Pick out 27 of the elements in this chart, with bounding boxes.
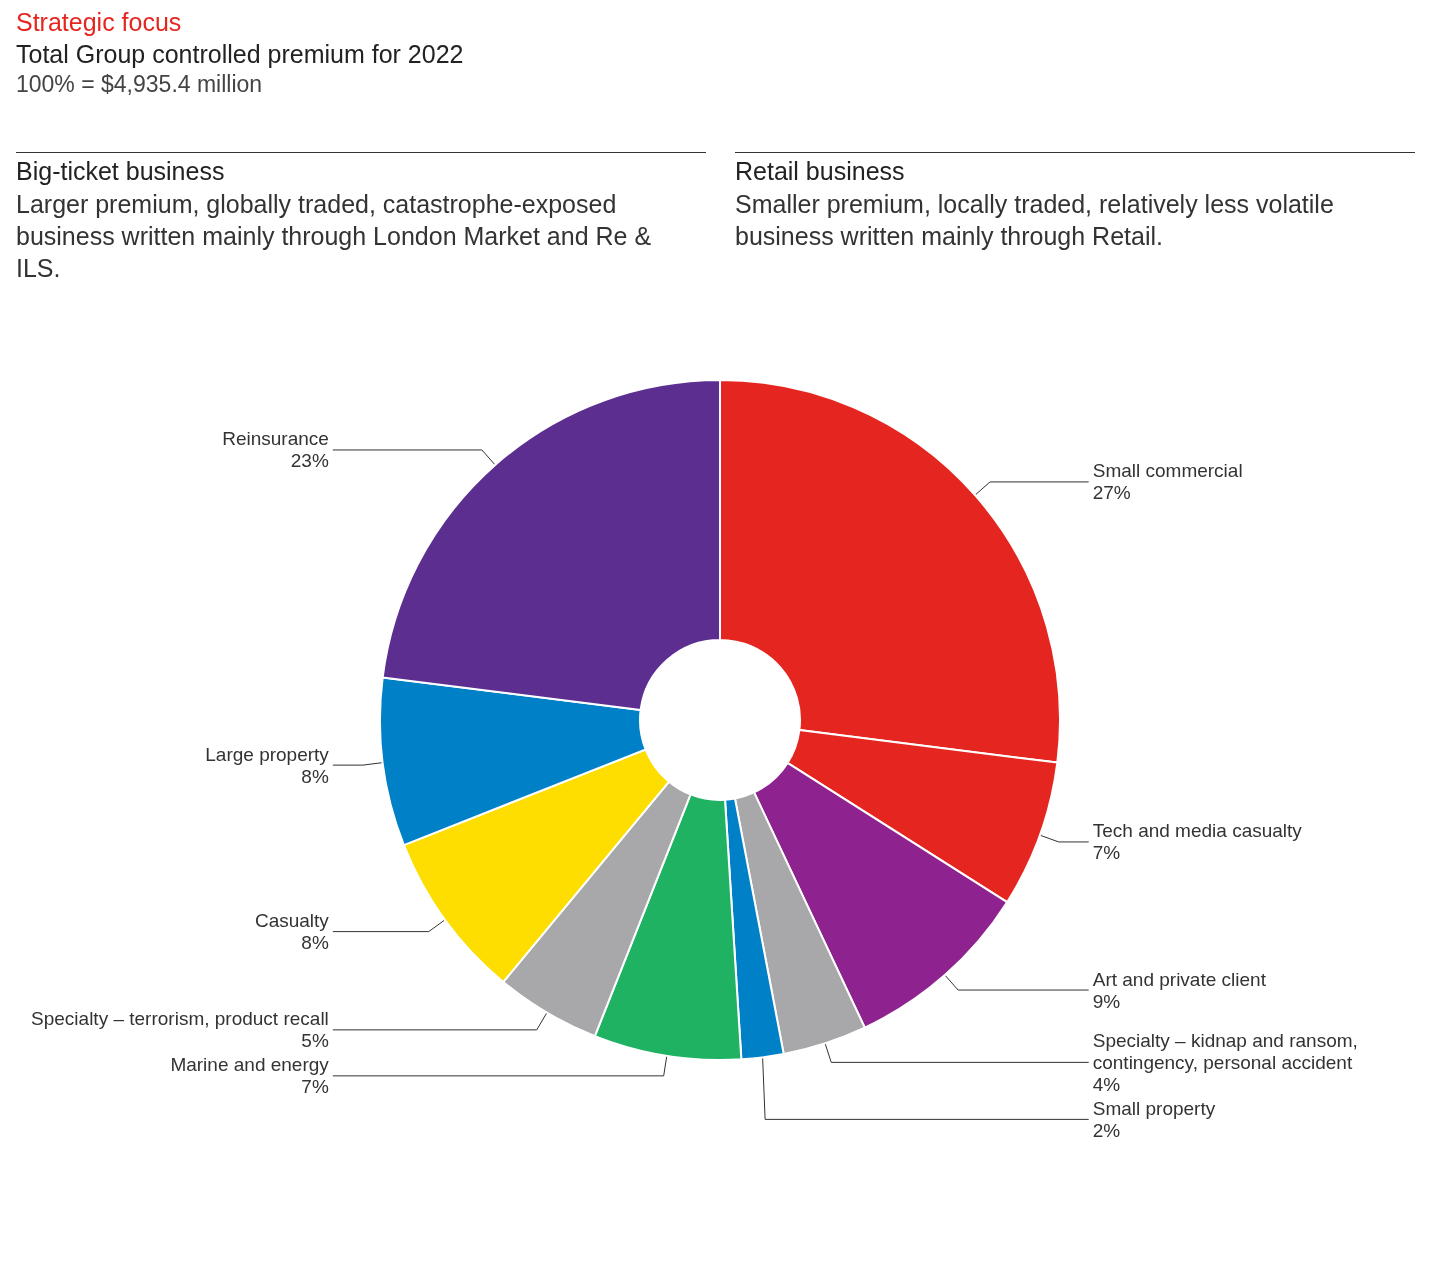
data-label: 27% (1092, 482, 1131, 504)
data-label: 9% (1092, 990, 1121, 1012)
data-label: 7% (1092, 842, 1121, 864)
slice-label: Specialty – terrorism, product recall (31, 1008, 329, 1030)
text: Larger premium, globally traded, catastrophe-exposed business written mainly through London Market and Re & ILS. (16, 189, 653, 284)
slice-label: Large property (205, 743, 330, 765)
slice-label: Specialty – kidnap and ransom, contingency, personal accident (1092, 1029, 1364, 1073)
data-label: 7% (301, 1076, 329, 1098)
slice-label: Tech and media casualty (1092, 820, 1303, 842)
text: Smaller premium, locally traded, relatively less volatile business written mainly through Retail. (735, 189, 1335, 252)
data-label: 23% (290, 450, 329, 472)
text: Big-ticket business (16, 152, 706, 186)
data-label: 8% (301, 932, 329, 954)
data-label: 8% (301, 765, 329, 787)
text: 100% = $4,935.4 million (16, 71, 263, 98)
slice-label: Art and private client (1092, 968, 1267, 990)
slice-label: Small property (1092, 1097, 1216, 1119)
data-label: 2% (1092, 1119, 1121, 1141)
chart-title: Strategic focus (16, 8, 182, 37)
slice-label: Marine and energy (170, 1054, 330, 1076)
data-label: 4% (1092, 1073, 1121, 1095)
text: Retail business (735, 152, 1415, 186)
chart-subtitle: Total Group controlled premium for 2022 (16, 40, 464, 69)
slice-label: Reinsurance (222, 428, 329, 450)
data-label: 5% (301, 1030, 329, 1052)
slice-label: Casualty (254, 910, 330, 932)
slice-label: Small commercial (1092, 460, 1243, 482)
